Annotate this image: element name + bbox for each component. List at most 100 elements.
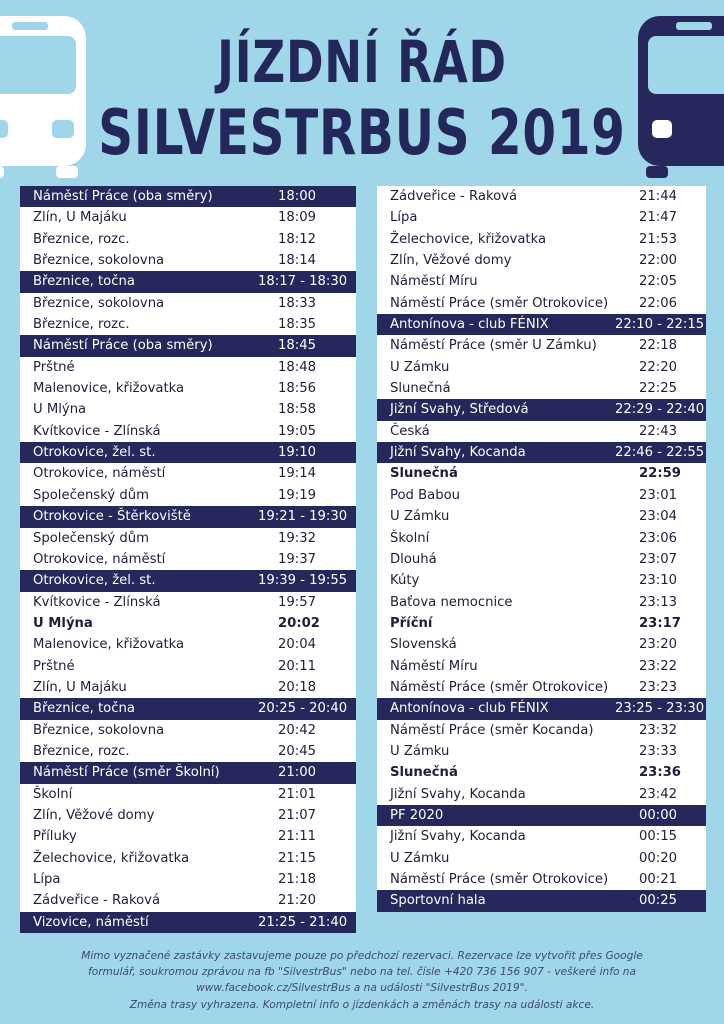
timetable-row: Slunečná 22:25 bbox=[377, 378, 706, 399]
stop-name: Zlín, Věžové domy bbox=[33, 807, 155, 823]
stop-time: 23:33 bbox=[639, 743, 678, 759]
stop-time: 18:48 bbox=[278, 359, 317, 375]
stop-time: 19:10 bbox=[278, 445, 317, 461]
stop-time: 21:47 bbox=[639, 210, 678, 226]
stop-name: Dlouhá bbox=[390, 551, 437, 567]
stop-name: Náměstí Práce (směr U Zámku) bbox=[390, 338, 597, 354]
timetable-row: Březnice, sokolovna 18:14 bbox=[20, 250, 356, 271]
stop-time: 21:44 bbox=[639, 189, 678, 204]
stop-name: Lípa bbox=[390, 210, 418, 226]
stop-name: Březnice, rozc. bbox=[33, 231, 130, 247]
timetable-row: Náměstí Práce (směr Otrokovice) 22:06 bbox=[377, 293, 706, 314]
stop-time: 19:37 bbox=[278, 551, 317, 567]
timetable-row: Otrokovice, náměstí 19:37 bbox=[20, 549, 356, 570]
stop-name: U Zámku bbox=[390, 743, 450, 759]
stop-name: Jižní Svahy, Kocanda bbox=[390, 829, 526, 845]
timetable-row: Kvítkovice - Zlínská 19:57 bbox=[20, 592, 356, 613]
stop-name: Školní bbox=[33, 786, 73, 802]
stop-name: Otrokovice, žel. st. bbox=[33, 573, 156, 589]
stop-time: 19:19 bbox=[278, 487, 317, 503]
stop-name: Baťova nemocnice bbox=[390, 594, 513, 610]
timetable-highlight-row: Otrokovice, žel. st. 19:10 bbox=[20, 442, 356, 464]
stop-name: Náměstí Práce (směr Otrokovice) bbox=[390, 679, 609, 695]
stop-name: Prštné bbox=[33, 359, 75, 375]
stop-time: 23:10 bbox=[639, 573, 678, 589]
stop-time: 00:21 bbox=[639, 872, 678, 887]
stop-time: 18:17 - 18:30 bbox=[258, 274, 348, 290]
stop-time: 22:20 bbox=[639, 359, 678, 375]
timetable-row: Lípa 21:47 bbox=[377, 207, 706, 228]
stop-time: 22:18 bbox=[639, 338, 678, 354]
footer-line: Mimo vyznačené zastávky zastavujeme pouz… bbox=[81, 950, 643, 962]
stop-name: Náměstí Práce (oba směry) bbox=[33, 338, 213, 354]
stop-name: Malenovice, křižovatka bbox=[33, 637, 185, 653]
timetable-row: Lípa 21:18 bbox=[20, 869, 356, 890]
stop-time: 22:29 - 22:40 bbox=[615, 402, 705, 418]
stop-name: Náměstí Práce (směr Otrokovice) bbox=[390, 872, 609, 887]
stop-time: 20:25 - 20:40 bbox=[258, 701, 348, 717]
stop-name: Slunečná bbox=[390, 381, 451, 397]
timetable-row: Příluky 21:11 bbox=[20, 826, 356, 847]
stop-name: Sportovní hala bbox=[390, 893, 486, 909]
timetable-row: Společenský dům 19:19 bbox=[20, 485, 356, 506]
timetable-row: Jižní Svahy, Kocanda 23:42 bbox=[377, 784, 706, 805]
timetable-highlight-row: Náměstí Práce (oba směry) 18:45 bbox=[20, 335, 356, 357]
timetable-row: Školní 23:06 bbox=[377, 528, 706, 549]
stop-name: Náměstí Míru bbox=[390, 274, 478, 290]
stop-time: 21:15 bbox=[278, 850, 317, 866]
stop-time: 18:14 bbox=[278, 253, 317, 269]
stop-name: Malenovice, křižovatka bbox=[33, 381, 185, 397]
stop-time: 21:07 bbox=[278, 807, 317, 823]
stop-name: Želechovice, křižovatka bbox=[390, 231, 547, 247]
timetable-row: Příční 23:17 bbox=[377, 613, 706, 634]
timetable-row: U Zámku 00:20 bbox=[377, 848, 706, 869]
timetable-row: Baťova nemocnice 23:13 bbox=[377, 592, 706, 613]
timetable-row: Náměstí Práce (směr U Zámku) 22:18 bbox=[377, 335, 706, 356]
timetable-row: Otrokovice, náměstí 19:14 bbox=[20, 463, 356, 484]
stop-time: 18:45 bbox=[278, 338, 317, 354]
timetable-highlight-row: Březnice, točna 20:25 - 20:40 bbox=[20, 698, 356, 720]
stop-time: 20:11 bbox=[278, 658, 317, 674]
stop-time: 22:05 bbox=[639, 274, 678, 290]
timetable-highlight-row: Náměstí Práce (směr Školní) 21:00 bbox=[20, 762, 356, 784]
timetable-row: U Mlýna 18:58 bbox=[20, 399, 356, 420]
stop-time: 18:56 bbox=[278, 381, 317, 397]
timetable-row: Zlín, Věžové domy 21:07 bbox=[20, 805, 356, 826]
stop-time: 20:42 bbox=[278, 722, 317, 738]
timetable-row: Slunečná 23:36 bbox=[377, 762, 706, 783]
timetable-row: Kúty 23:10 bbox=[377, 570, 706, 591]
stop-time: 19:21 - 19:30 bbox=[258, 509, 348, 525]
timetable-highlight-row: Antonínova - club FÉNIX 22:10 - 22:15 bbox=[377, 314, 706, 336]
timetable-highlight-row: PF 2020 00:00 bbox=[377, 804, 706, 827]
stop-time: 23:36 bbox=[639, 765, 681, 781]
timetable-row: U Mlýna 20:02 bbox=[20, 613, 356, 634]
stop-time: 19:32 bbox=[278, 530, 317, 546]
stop-time: 20:04 bbox=[278, 637, 317, 653]
stop-time: 00:20 bbox=[639, 850, 678, 866]
stop-time: 21:18 bbox=[278, 872, 317, 887]
timetable-highlight-row: Antonínova - club FÉNIX 23:25 - 23:30 bbox=[377, 698, 706, 720]
stop-time: 18:12 bbox=[278, 231, 317, 247]
timetable-row: Slovenská 23:20 bbox=[377, 634, 706, 655]
stop-time: 19:14 bbox=[278, 466, 317, 482]
stop-name: Lípa bbox=[33, 872, 61, 887]
timetable-row: Školní 21:01 bbox=[20, 784, 356, 805]
stop-name: Kvítkovice - Zlínská bbox=[33, 594, 161, 610]
stop-time: 23:32 bbox=[639, 722, 678, 738]
stop-time: 23:20 bbox=[639, 637, 678, 653]
stop-name: Prštné bbox=[33, 658, 75, 674]
title-line-1: JÍZDNÍ ŘÁD bbox=[217, 28, 507, 96]
stop-time: 00:00 bbox=[639, 807, 678, 823]
timetable-row: Náměstí Práce (směr Otrokovice) 23:23 bbox=[377, 677, 706, 698]
timetable-row: Náměstí Míru 22:05 bbox=[377, 271, 706, 292]
timetable-row: Prštné 20:11 bbox=[20, 656, 356, 677]
stop-time: 23:17 bbox=[639, 615, 681, 631]
stop-name: Březnice, sokolovna bbox=[33, 253, 165, 269]
stop-name: Zlín, U Majáku bbox=[33, 679, 127, 695]
stop-time: 22:00 bbox=[639, 253, 678, 269]
stop-time: 20:18 bbox=[278, 679, 317, 695]
stop-name: Příluky bbox=[33, 829, 77, 845]
timetable-row: U Zámku 23:33 bbox=[377, 741, 706, 762]
timetable-row: Zlín, U Majáku 18:09 bbox=[20, 207, 356, 228]
stop-time: 22:59 bbox=[639, 466, 681, 482]
